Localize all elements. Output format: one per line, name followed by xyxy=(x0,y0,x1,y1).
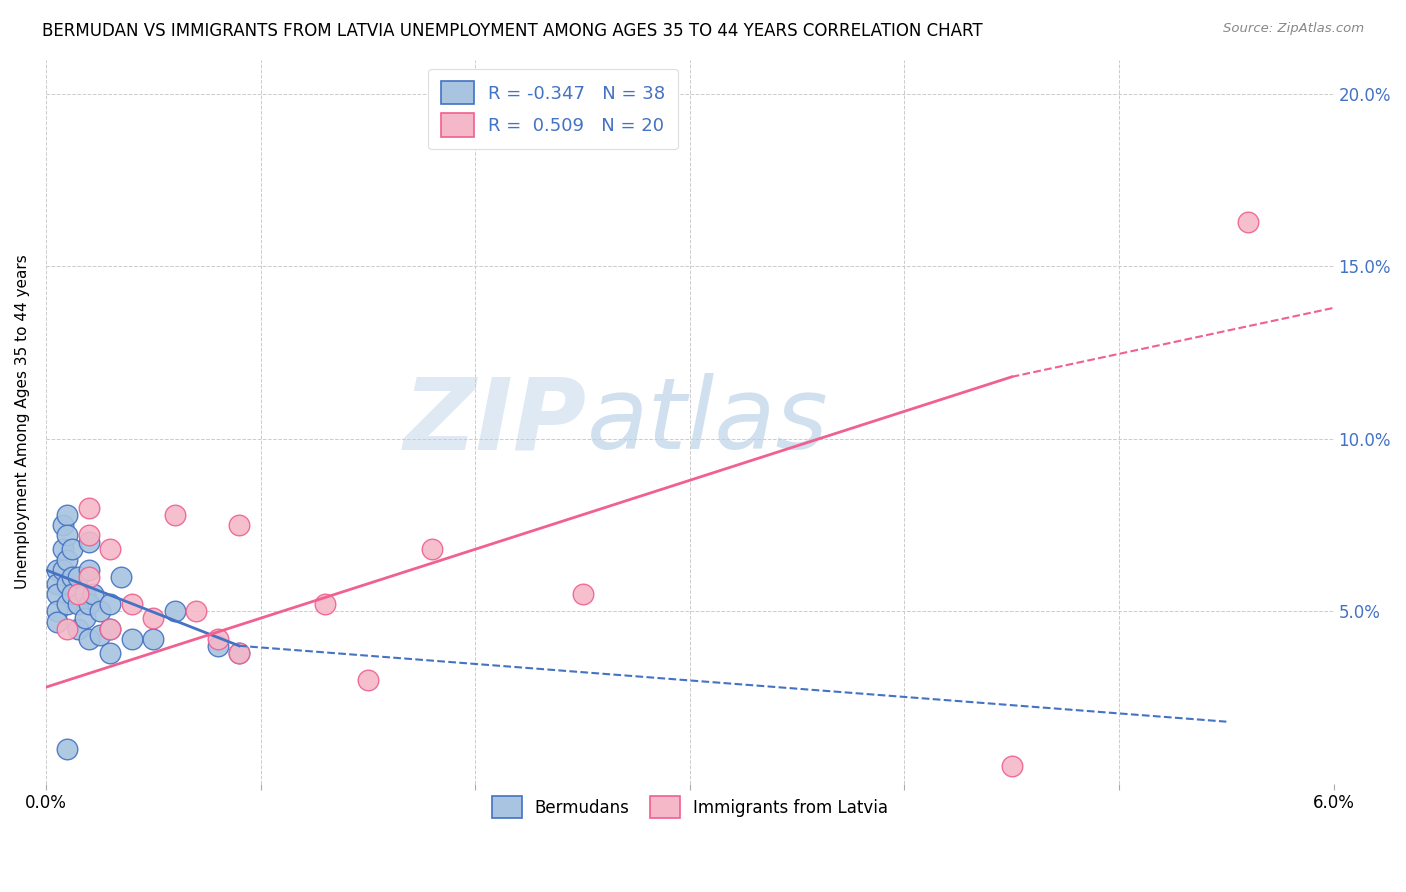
Point xyxy=(56,576,79,591)
Point xyxy=(142,632,165,646)
Point xyxy=(77,570,100,584)
Point xyxy=(89,604,111,618)
Point xyxy=(207,639,229,653)
Point xyxy=(314,598,336,612)
Point xyxy=(77,528,100,542)
Point xyxy=(77,535,100,549)
Point xyxy=(82,587,104,601)
Y-axis label: Unemployment Among Ages 35 to 44 years: Unemployment Among Ages 35 to 44 years xyxy=(15,254,30,589)
Point xyxy=(98,622,121,636)
Point xyxy=(56,742,79,756)
Point xyxy=(56,552,79,566)
Point xyxy=(45,615,67,629)
Point xyxy=(45,563,67,577)
Point xyxy=(56,622,79,636)
Point xyxy=(67,622,90,636)
Point xyxy=(228,518,250,533)
Point xyxy=(98,598,121,612)
Point xyxy=(89,628,111,642)
Text: ZIP: ZIP xyxy=(404,373,586,470)
Text: Source: ZipAtlas.com: Source: ZipAtlas.com xyxy=(1223,22,1364,36)
Point xyxy=(67,570,90,584)
Point xyxy=(60,587,83,601)
Text: atlas: atlas xyxy=(586,373,828,470)
Point xyxy=(207,632,229,646)
Point xyxy=(56,508,79,522)
Point xyxy=(357,673,380,688)
Point xyxy=(228,646,250,660)
Point xyxy=(228,646,250,660)
Point xyxy=(56,528,79,542)
Point xyxy=(98,646,121,660)
Point xyxy=(186,604,208,618)
Point xyxy=(45,576,67,591)
Point xyxy=(67,598,90,612)
Point xyxy=(420,542,443,557)
Point xyxy=(56,598,79,612)
Point xyxy=(52,518,75,533)
Point xyxy=(73,587,96,601)
Point xyxy=(163,604,186,618)
Point xyxy=(52,542,75,557)
Point xyxy=(1001,759,1024,773)
Point xyxy=(142,611,165,625)
Point xyxy=(60,570,83,584)
Legend: Bermudans, Immigrants from Latvia: Bermudans, Immigrants from Latvia xyxy=(484,788,897,826)
Point xyxy=(121,598,143,612)
Point xyxy=(121,632,143,646)
Point xyxy=(163,508,186,522)
Point xyxy=(571,587,593,601)
Point xyxy=(45,587,67,601)
Point xyxy=(1236,215,1258,229)
Point xyxy=(73,611,96,625)
Point xyxy=(67,587,90,601)
Point xyxy=(110,570,132,584)
Point xyxy=(77,632,100,646)
Point xyxy=(77,563,100,577)
Point xyxy=(52,563,75,577)
Point xyxy=(98,542,121,557)
Point xyxy=(60,542,83,557)
Point xyxy=(45,604,67,618)
Text: BERMUDAN VS IMMIGRANTS FROM LATVIA UNEMPLOYMENT AMONG AGES 35 TO 44 YEARS CORREL: BERMUDAN VS IMMIGRANTS FROM LATVIA UNEMP… xyxy=(42,22,983,40)
Point xyxy=(98,622,121,636)
Point xyxy=(77,500,100,515)
Point xyxy=(77,598,100,612)
